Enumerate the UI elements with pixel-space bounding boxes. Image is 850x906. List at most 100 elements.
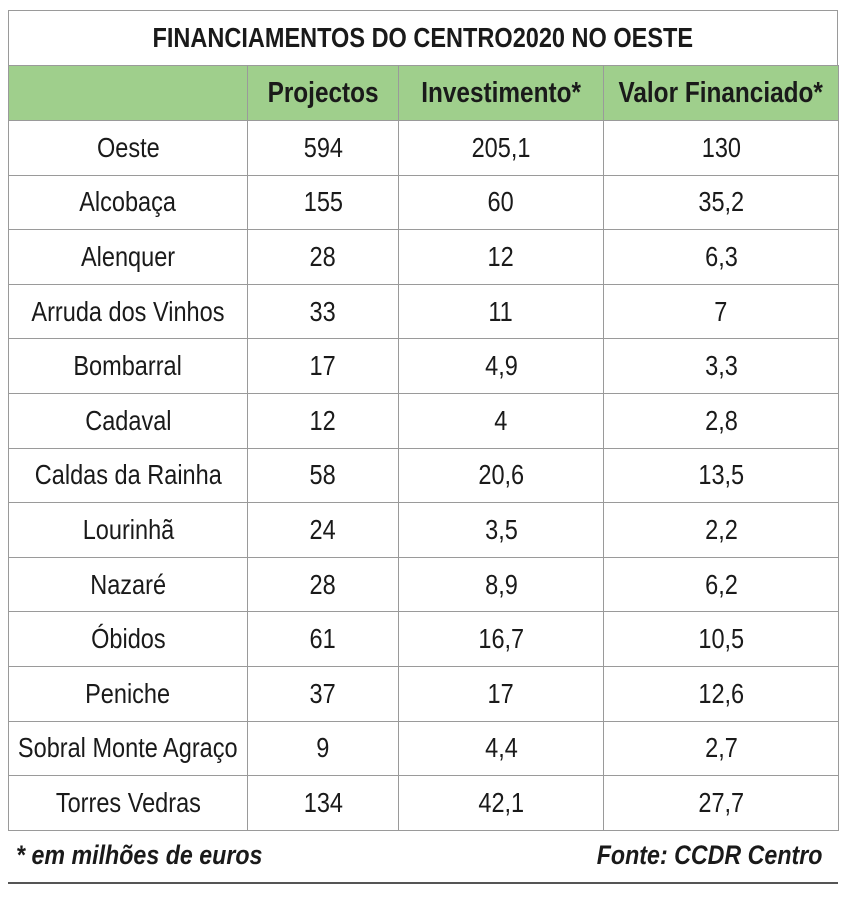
data-cell-text: 6,3 <box>704 240 738 272</box>
data-cell: 27,7 <box>603 775 839 831</box>
row-label-text: Alcobaça <box>79 186 177 218</box>
row-label-text: Torres Vedras <box>55 786 201 818</box>
row-label: Bombarral <box>8 338 248 394</box>
data-cell: 37 <box>247 666 399 722</box>
data-cell: 4,4 <box>398 720 604 777</box>
data-cell-text: 33 <box>309 295 337 327</box>
data-cell: 3,3 <box>603 338 839 394</box>
data-cell-text: 27,7 <box>698 786 744 818</box>
title-cell-text: FINANCIAMENTOS DO CENTRO2020 NO OESTE <box>152 22 694 53</box>
row-label: Cadaval <box>8 393 248 449</box>
data-cell-text: 20,6 <box>478 459 524 491</box>
row-label-text: Peniche <box>85 677 171 709</box>
header-cell: Projectos <box>247 65 399 121</box>
data-cell: 130 <box>603 120 839 176</box>
row-label-text: Bombarral <box>73 350 183 382</box>
row-label-text: Nazaré <box>90 568 166 600</box>
data-cell: 594 <box>247 120 399 176</box>
header-cell-text: Valor Financiado* <box>618 76 824 109</box>
data-cell-text: 60 <box>487 186 515 218</box>
row-label: Alcobaça <box>8 174 248 231</box>
footnote: * em milhões de euros <box>16 840 263 870</box>
data-cell-text: 28 <box>309 240 337 272</box>
data-cell: 2,7 <box>603 720 839 777</box>
data-cell-text: 17 <box>487 677 515 709</box>
row-label: Alenquer <box>8 229 248 285</box>
data-cell: 17 <box>247 338 399 394</box>
data-cell: 11 <box>398 283 604 340</box>
data-cell: 13,5 <box>603 447 839 504</box>
data-cell-text: 2,2 <box>704 513 738 545</box>
data-cell: 10,5 <box>603 611 839 667</box>
footer-rule <box>8 882 838 884</box>
data-cell: 2,8 <box>603 393 839 449</box>
data-cell: 205,1 <box>398 120 604 176</box>
data-cell: 61 <box>247 611 399 667</box>
row-label: Lourinhã <box>8 502 248 558</box>
data-cell: 33 <box>247 283 399 340</box>
header-cell: Valor Financiado* <box>603 65 839 121</box>
data-cell-text: 58 <box>309 459 337 491</box>
data-cell-text: 205,1 <box>471 131 531 163</box>
header-cell-text: Investimento* <box>421 76 581 109</box>
data-cell: 8,9 <box>398 556 604 613</box>
data-cell-text: 35,2 <box>698 186 744 218</box>
data-cell-text: 42,1 <box>478 786 524 818</box>
data-cell: 60 <box>398 174 604 231</box>
row-label-text: Caldas da Rainha <box>34 459 222 491</box>
data-cell: 12,6 <box>603 666 839 722</box>
data-cell: 155 <box>247 174 399 231</box>
data-cell-text: 134 <box>303 786 343 818</box>
data-cell-text: 155 <box>303 186 343 218</box>
data-cell-text: 4 <box>494 404 508 436</box>
data-cell: 6,2 <box>603 556 839 613</box>
data-cell-text: 3,5 <box>484 513 518 545</box>
row-label-text: Sobral Monte Agraço <box>18 732 238 764</box>
row-label: Peniche <box>8 666 248 722</box>
data-cell-text: 8,9 <box>484 568 518 600</box>
data-cell-text: 17 <box>309 350 337 382</box>
data-cell: 16,7 <box>398 611 604 667</box>
row-label: Torres Vedras <box>8 775 248 831</box>
row-label: Nazaré <box>8 556 248 613</box>
data-cell: 4,9 <box>398 338 604 394</box>
data-cell: 2,2 <box>603 502 839 558</box>
data-cell-text: 2,8 <box>704 404 738 436</box>
row-label-text: Cadaval <box>84 404 172 436</box>
row-label: Caldas da Rainha <box>8 447 248 504</box>
data-cell-text: 2,7 <box>704 732 738 764</box>
data-cell-text: 7 <box>714 295 728 327</box>
row-label: Óbidos <box>8 611 248 667</box>
data-cell-text: 4,9 <box>484 350 518 382</box>
data-cell: 7 <box>603 283 839 340</box>
row-label-text: Alenquer <box>80 240 176 272</box>
data-cell: 17 <box>398 666 604 722</box>
title-cell: FINANCIAMENTOS DO CENTRO2020 NO OESTE <box>8 10 838 66</box>
header-cell-text: Projectos <box>267 76 379 109</box>
data-cell: 3,5 <box>398 502 604 558</box>
data-cell: 58 <box>247 447 399 504</box>
data-cell: 4 <box>398 393 604 449</box>
data-cell-text: 28 <box>309 568 337 600</box>
data-cell-text: 61 <box>309 623 337 655</box>
data-cell-text: 24 <box>309 513 337 545</box>
data-cell-text: 13,5 <box>698 459 744 491</box>
row-label-text: Arruda dos Vinhos <box>31 295 225 327</box>
data-cell: 35,2 <box>603 174 839 231</box>
data-cell-text: 6,2 <box>704 568 738 600</box>
row-label-text: Oeste <box>96 131 160 163</box>
data-cell: 24 <box>247 502 399 558</box>
data-cell-text: 130 <box>701 131 741 163</box>
data-cell-text: 12 <box>309 404 337 436</box>
data-cell-text: 594 <box>303 131 343 163</box>
row-label-text: Óbidos <box>90 623 166 655</box>
data-cell: 9 <box>247 720 399 777</box>
data-cell: 12 <box>398 229 604 285</box>
data-cell-text: 12,6 <box>698 677 744 709</box>
data-cell-text: 12 <box>487 240 515 272</box>
data-cell-text: 16,7 <box>478 623 524 655</box>
data-cell: 134 <box>247 775 399 831</box>
data-cell: 20,6 <box>398 447 604 504</box>
row-label: Arruda dos Vinhos <box>8 283 248 340</box>
